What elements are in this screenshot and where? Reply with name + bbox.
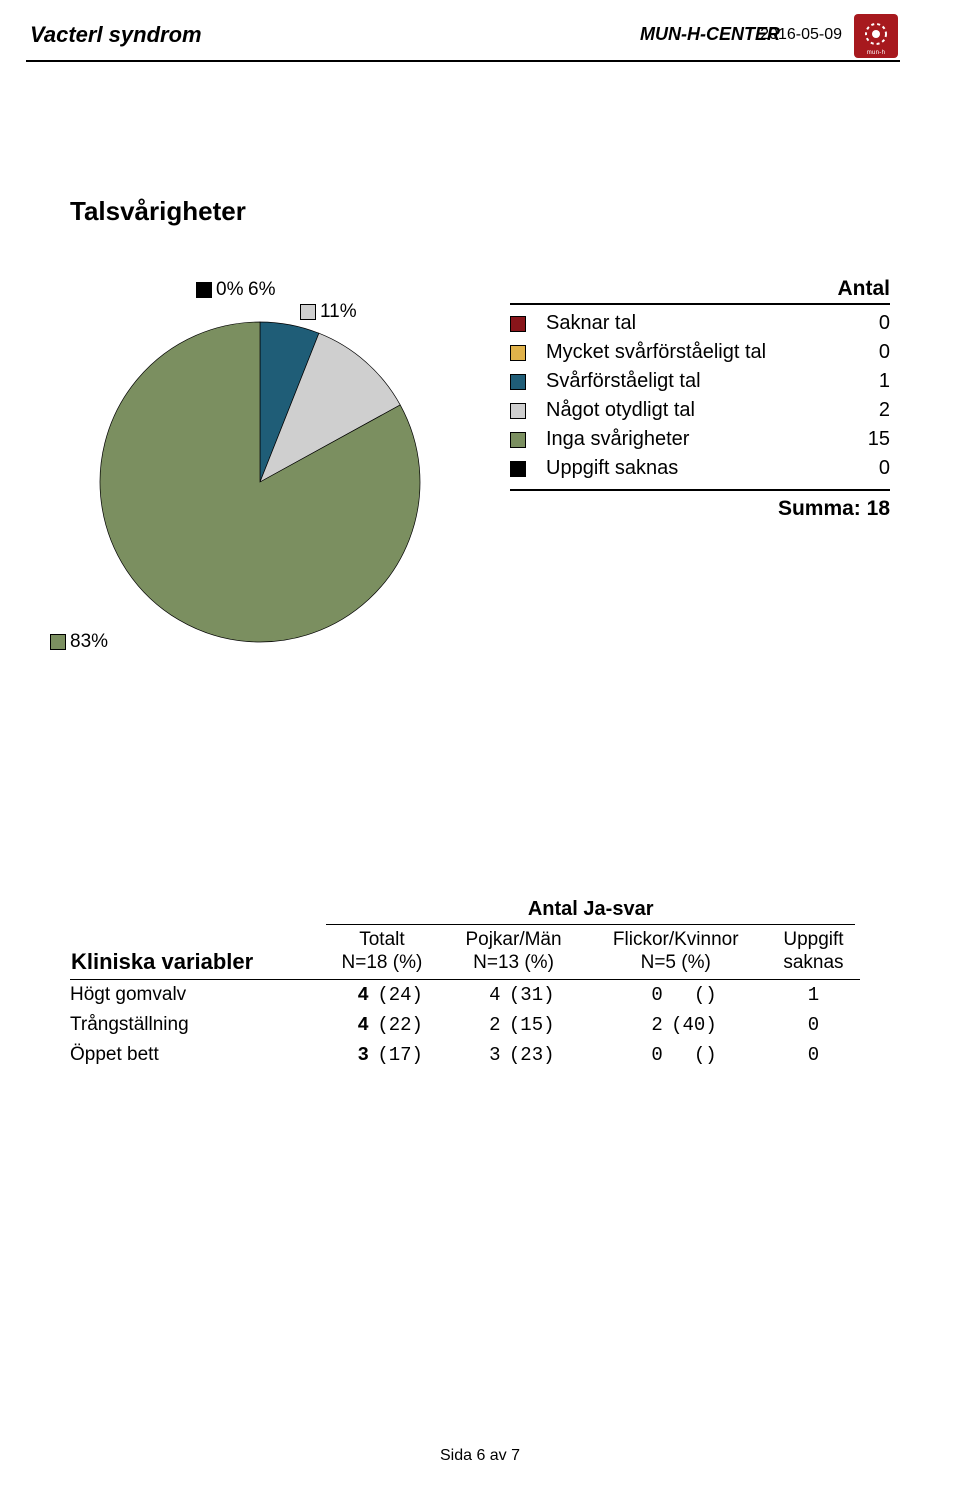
table-cell: 4(22) bbox=[321, 1010, 442, 1040]
legend-sum: Summa: 18 bbox=[510, 489, 890, 521]
swatch-icon bbox=[510, 403, 526, 419]
header-rule bbox=[26, 60, 900, 62]
legend-label: Mycket svårförståeligt tal bbox=[546, 341, 850, 364]
swatch-icon bbox=[510, 432, 526, 448]
table-corner: Kliniska variabler bbox=[70, 927, 321, 979]
legend-row: Svårförståeligt tal1 bbox=[510, 367, 890, 396]
legend-value: 2 bbox=[850, 399, 890, 422]
legend-row: Saknar tal0 bbox=[510, 309, 890, 338]
page-footer: Sida 6 av 7 bbox=[0, 1447, 960, 1465]
legend-row: Inga svårigheter15 bbox=[510, 425, 890, 454]
table-cell: 4(24) bbox=[321, 979, 442, 1010]
legend-value: 0 bbox=[850, 457, 890, 480]
legend-label: Saknar tal bbox=[546, 312, 850, 335]
table-cell: 0 bbox=[767, 1010, 860, 1040]
header-title: Vacterl syndrom bbox=[30, 22, 202, 48]
table-cell: 2(15) bbox=[443, 1010, 585, 1040]
col-totalt: TotaltN=18 (%) bbox=[321, 927, 442, 979]
table-cell: Högt gomvalv bbox=[70, 979, 321, 1010]
brand-logo: mun-h bbox=[854, 14, 898, 58]
swatch-icon bbox=[50, 634, 66, 650]
table-cell: Öppet bett bbox=[70, 1040, 321, 1070]
legend-row: Mycket svårförståeligt tal0 bbox=[510, 338, 890, 367]
legend-value: 0 bbox=[850, 312, 890, 335]
col-uppgift: Uppgiftsaknas bbox=[767, 927, 860, 979]
pie-pct-label: 6% bbox=[248, 279, 275, 301]
header-brand: MUN-H-CENTER bbox=[640, 24, 780, 45]
kliniska-table: Antal Ja-svar Kliniska variabler TotaltN… bbox=[70, 897, 860, 1070]
table-cell: 1 bbox=[767, 979, 860, 1010]
table-row: Trångställning4(22)2(15)2(40)0 bbox=[70, 1010, 860, 1040]
pie-pct-label: 0% bbox=[196, 279, 243, 301]
legend-value: 1 bbox=[850, 370, 890, 393]
table-cell: 3(17) bbox=[321, 1040, 442, 1070]
swatch-icon bbox=[196, 282, 212, 298]
swatch-icon bbox=[510, 345, 526, 361]
table-cell: 3(23) bbox=[443, 1040, 585, 1070]
legend-value: 15 bbox=[850, 428, 890, 451]
pie-chart: 0%6%11%83% bbox=[70, 237, 450, 667]
legend-label: Inga svårigheter bbox=[546, 428, 850, 451]
table-cell: 4(31) bbox=[443, 979, 585, 1010]
table-row: Öppet bett3(17)3(23)0()0 bbox=[70, 1040, 860, 1070]
legend-label: Svårförståeligt tal bbox=[546, 370, 850, 393]
table-cell: 0 bbox=[767, 1040, 860, 1070]
table-cell: 0() bbox=[585, 1040, 767, 1070]
table-row: Högt gomvalv4(24)4(31)0()1 bbox=[70, 979, 860, 1010]
legend-label: Något otydligt tal bbox=[546, 399, 850, 422]
swatch-icon bbox=[510, 316, 526, 332]
legend-label: Uppgift saknas bbox=[546, 457, 850, 480]
logo-caption: mun-h bbox=[867, 50, 886, 56]
table-cell: 2(40) bbox=[585, 1010, 767, 1040]
legend-table: Antal Saknar tal0Mycket svårförståeligt … bbox=[510, 277, 890, 521]
table-cell: 0() bbox=[585, 979, 767, 1010]
swatch-icon bbox=[300, 304, 316, 320]
kliniska-table-wrap: Antal Ja-svar Kliniska variabler TotaltN… bbox=[70, 897, 890, 1070]
legend-value: 0 bbox=[850, 341, 890, 364]
legend-head: Antal bbox=[510, 277, 890, 305]
pie-pct-label: 11% bbox=[300, 301, 357, 323]
table-cell: Trångställning bbox=[70, 1010, 321, 1040]
col-pojkar: Pojkar/MänN=13 (%) bbox=[443, 927, 585, 979]
swatch-icon bbox=[510, 461, 526, 477]
legend-row: Uppgift saknas0 bbox=[510, 454, 890, 483]
header-date: 2016-05-09 bbox=[760, 26, 842, 44]
table-superheader: Antal Ja-svar bbox=[321, 897, 860, 927]
col-flickor: Flickor/KvinnorN=5 (%) bbox=[585, 927, 767, 979]
pie-pct-label: 83% bbox=[50, 631, 108, 653]
legend-row: Något otydligt tal2 bbox=[510, 396, 890, 425]
header: Vacterl syndrom MUN-H-CENTER 2016-05-09 … bbox=[70, 20, 890, 66]
chart-row: 0%6%11%83% Antal Saknar tal0Mycket svårf… bbox=[70, 237, 890, 667]
swatch-icon bbox=[510, 374, 526, 390]
page: Vacterl syndrom MUN-H-CENTER 2016-05-09 … bbox=[0, 0, 960, 1489]
section-title: Talsvårigheter bbox=[70, 196, 890, 227]
